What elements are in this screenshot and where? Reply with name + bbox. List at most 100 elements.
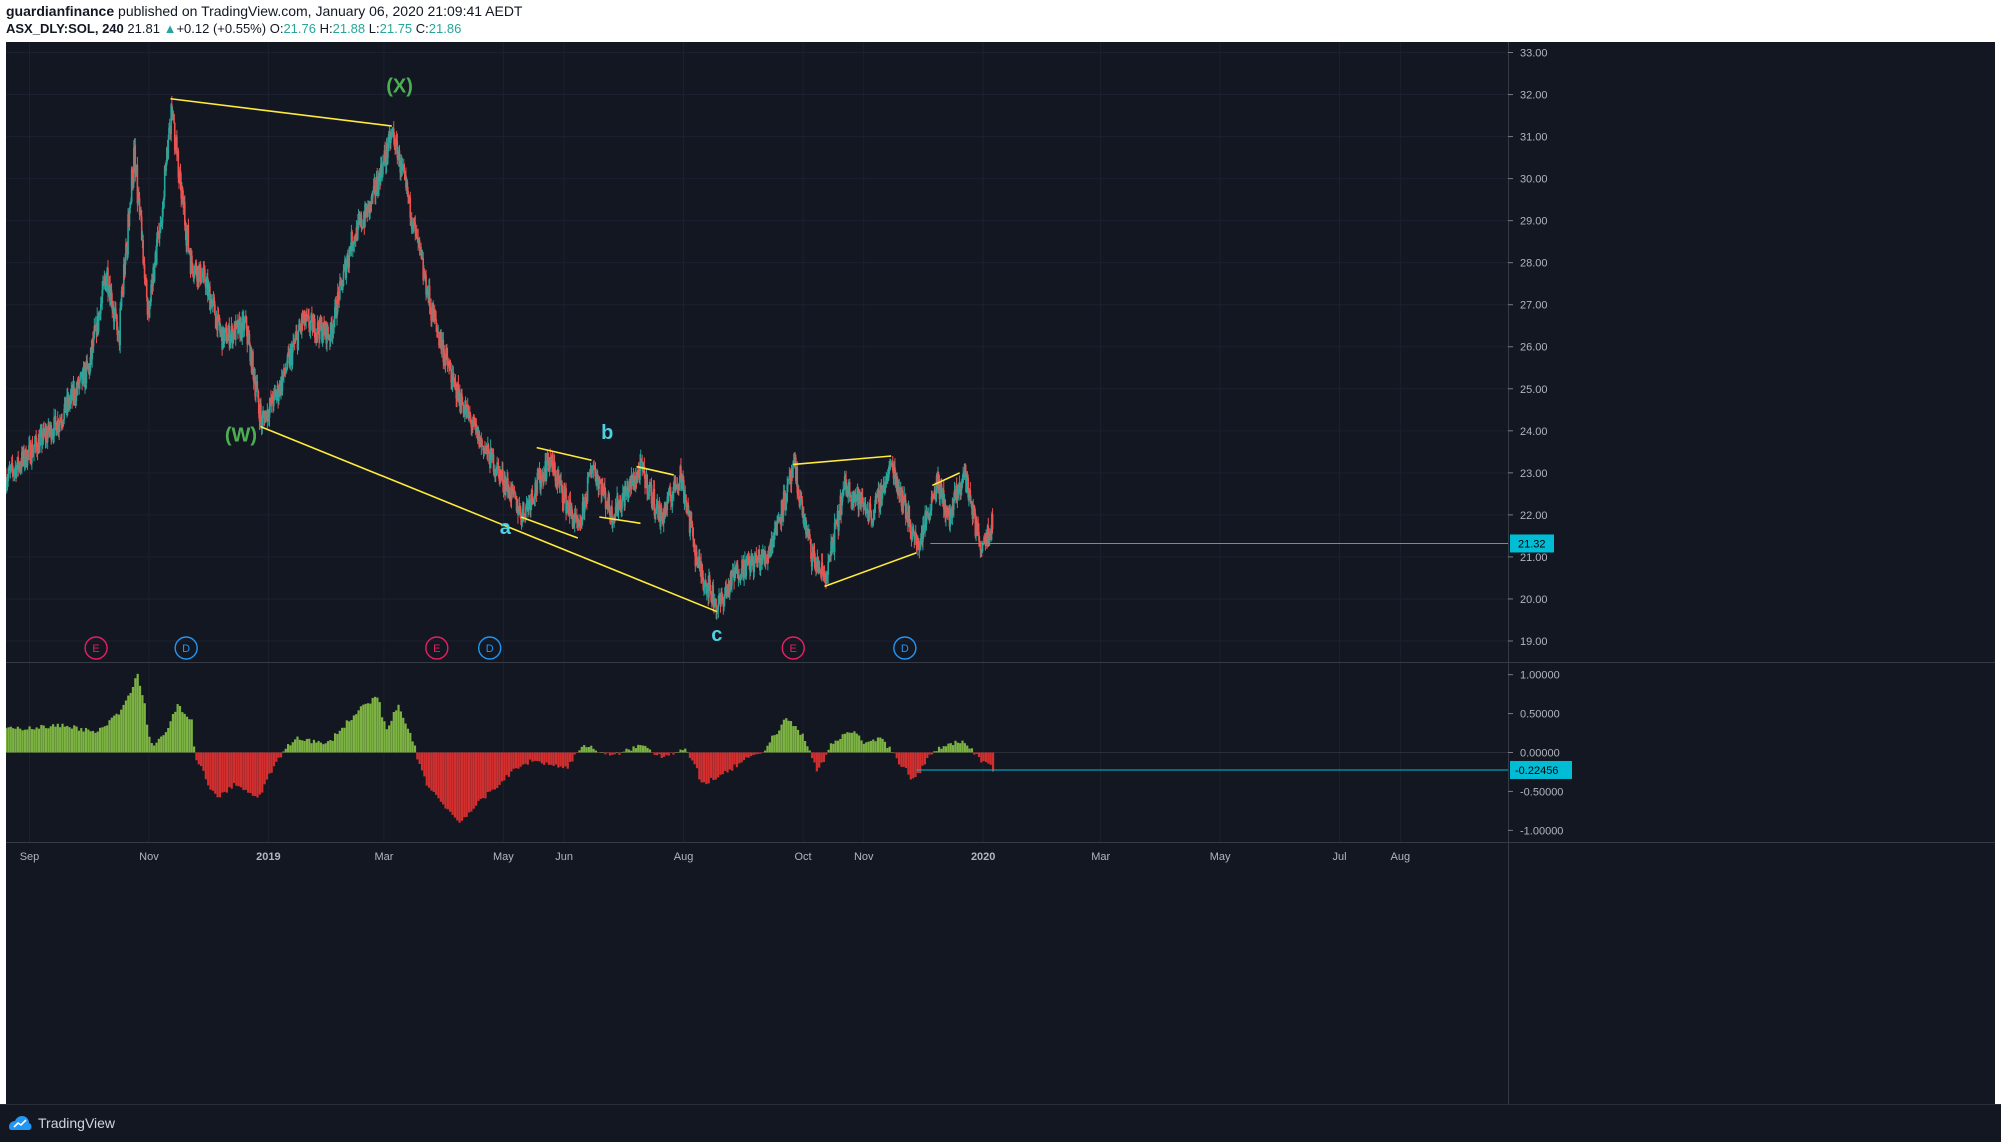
chart-canvas[interactable]: (X)(W)bacEDEDED21.32-0.22456 33.0032.003… xyxy=(6,42,1995,1104)
trendline[interactable] xyxy=(599,516,641,525)
candle-body xyxy=(632,481,634,486)
candle-body xyxy=(982,543,985,545)
histogram-bar xyxy=(658,752,661,755)
trendline[interactable] xyxy=(536,446,592,462)
histogram-bar xyxy=(843,733,847,753)
trendline[interactable] xyxy=(260,425,718,613)
trendline[interactable] xyxy=(170,97,392,127)
trendline[interactable] xyxy=(636,465,674,476)
candle-body xyxy=(510,485,513,500)
histogram-bar xyxy=(731,752,734,771)
candle-body xyxy=(550,462,552,465)
candle-body xyxy=(700,561,702,575)
histogram-bar xyxy=(420,752,424,771)
candle-body xyxy=(792,463,794,478)
candle-body xyxy=(333,319,335,327)
histogram-bar xyxy=(402,717,405,753)
price-scale[interactable] xyxy=(1509,42,1995,842)
candle-body xyxy=(138,193,140,199)
candle-body xyxy=(758,549,761,559)
event-letter: E xyxy=(790,643,797,655)
oscillator-tick-label: -0.50000 xyxy=(1520,786,1563,798)
candle-body xyxy=(876,494,878,498)
histogram-bar xyxy=(623,751,626,753)
candle-body xyxy=(372,186,375,191)
candle-body xyxy=(264,414,267,423)
histogram-bar xyxy=(129,692,132,753)
dividend-marker[interactable]: D xyxy=(174,636,198,660)
wave-label[interactable]: c xyxy=(711,624,722,646)
earnings-marker[interactable]: E xyxy=(781,636,805,660)
histogram-bar xyxy=(505,752,508,776)
candle-body xyxy=(393,137,396,148)
histogram-bar xyxy=(317,740,320,753)
wave-label[interactable]: b xyxy=(601,422,613,444)
earnings-marker[interactable]: E xyxy=(425,636,449,660)
candle-body xyxy=(642,462,645,467)
wave-label[interactable]: (W) xyxy=(225,424,257,446)
histogram-bar xyxy=(935,751,938,753)
candle-body xyxy=(521,514,524,523)
time-scale[interactable] xyxy=(6,843,1508,1104)
tradingview-brand[interactable]: TradingView xyxy=(8,1115,115,1131)
histogram-bar xyxy=(521,752,525,765)
candle-body xyxy=(742,560,745,578)
author-name[interactable]: guardianfinance xyxy=(6,3,115,19)
histogram-bar xyxy=(284,748,287,753)
histogram-bar xyxy=(37,728,41,753)
candle-body xyxy=(310,314,312,323)
candle-body xyxy=(458,391,461,406)
candle-body xyxy=(248,333,251,345)
dividend-marker[interactable]: D xyxy=(893,636,917,660)
candle-body xyxy=(104,276,106,281)
candle-body xyxy=(33,447,35,453)
wave-label[interactable]: (X) xyxy=(386,75,413,97)
candle-body xyxy=(193,274,195,276)
candle-body xyxy=(770,539,773,552)
candle-body xyxy=(604,486,606,492)
wave-label[interactable]: a xyxy=(500,517,512,539)
dividend-marker[interactable]: D xyxy=(477,636,502,660)
candle-body xyxy=(953,500,955,510)
histogram-bar xyxy=(879,737,882,753)
symbol-label[interactable]: ASX_DLY:SOL, 240 xyxy=(6,21,124,36)
trendline[interactable] xyxy=(824,551,917,588)
candle-body xyxy=(709,584,712,592)
candle-body xyxy=(596,474,598,486)
candle-body xyxy=(843,489,845,491)
chart-area[interactable]: (X)(W)bacEDEDED21.32-0.22456 33.0032.003… xyxy=(6,42,1995,1104)
price-tick-label: 24.00 xyxy=(1520,426,1548,438)
histogram-bar xyxy=(385,729,388,753)
price-change: +0.12 (+0.55%) xyxy=(176,21,267,36)
histogram-bar xyxy=(397,704,400,753)
candle-body xyxy=(973,506,976,514)
candle-body xyxy=(885,476,888,485)
histogram-bar xyxy=(782,719,786,753)
candle-body xyxy=(909,524,912,539)
candle-body xyxy=(492,454,495,472)
candle-body xyxy=(115,308,117,317)
candle-body xyxy=(796,467,799,494)
trendline[interactable] xyxy=(520,516,579,539)
earnings-marker[interactable]: E xyxy=(84,636,108,660)
trendline[interactable] xyxy=(793,455,892,466)
candle-body xyxy=(311,314,313,316)
candle-body xyxy=(256,381,259,390)
candle-body xyxy=(341,286,344,291)
candle-body xyxy=(620,509,623,512)
candle-body xyxy=(963,471,965,474)
candle-body xyxy=(420,246,422,251)
histogram-bar xyxy=(155,742,158,753)
candle-body xyxy=(187,225,190,252)
histogram-bar xyxy=(902,752,905,767)
candle-body xyxy=(384,150,386,161)
histogram-bar xyxy=(35,727,38,753)
trendline[interactable] xyxy=(931,472,961,487)
candle-body xyxy=(466,407,468,418)
candle-body xyxy=(194,266,196,275)
candle-body xyxy=(348,247,351,268)
histogram-bar xyxy=(310,743,313,753)
histogram-bar xyxy=(688,752,692,758)
candle-body xyxy=(507,477,509,491)
candle-body xyxy=(120,290,123,307)
